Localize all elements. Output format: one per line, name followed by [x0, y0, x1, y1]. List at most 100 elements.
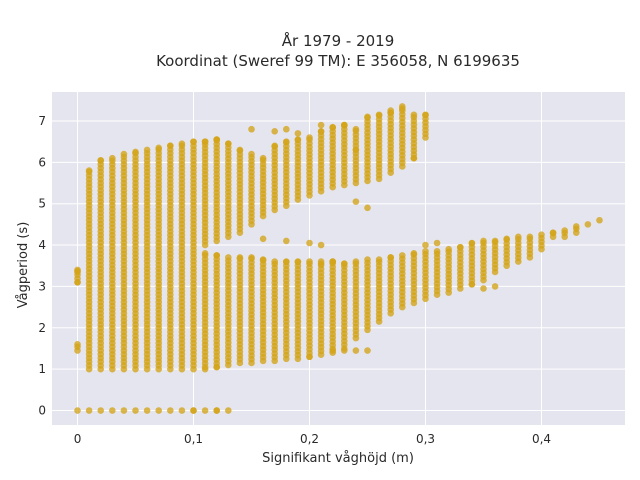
x-tick-label: 0,3 [416, 432, 435, 446]
data-point [283, 258, 290, 265]
data-point [526, 233, 534, 241]
data-point [352, 146, 360, 154]
y-tick-label: 1 [38, 362, 46, 376]
data-point [364, 256, 371, 263]
data-point [167, 142, 174, 150]
data-point [294, 258, 302, 265]
data-point [549, 229, 557, 236]
data-point [375, 256, 383, 263]
data-point [399, 103, 406, 110]
data-point [456, 243, 464, 251]
data-point [155, 407, 163, 414]
data-point [538, 231, 545, 239]
data-points [74, 103, 603, 414]
x-tick-label: 0 [74, 432, 82, 446]
data-point [433, 239, 441, 247]
data-point [259, 256, 267, 263]
data-point [74, 341, 81, 348]
data-point [306, 134, 313, 141]
data-point [178, 140, 186, 148]
data-point [248, 254, 255, 261]
data-point [236, 146, 244, 154]
data-point [225, 140, 232, 148]
data-point [341, 121, 348, 129]
data-point [248, 150, 255, 158]
data-point [399, 252, 406, 259]
data-point [143, 407, 151, 414]
x-tick-label: 0,4 [532, 432, 551, 446]
tick-labels: 0 0,1 0,2 0,3 0,4 0 1 2 3 4 5 6 7 [38, 114, 551, 446]
data-point [213, 363, 221, 371]
data-point [201, 365, 209, 373]
data-point [74, 268, 81, 276]
data-point [201, 407, 209, 414]
data-point [201, 250, 209, 257]
data-point [190, 138, 197, 145]
data-point [468, 281, 476, 288]
data-point [85, 167, 93, 174]
data-point [480, 237, 487, 245]
data-point [97, 407, 105, 414]
data-point [364, 204, 371, 212]
data-point [120, 407, 128, 414]
y-tick-label: 0 [38, 404, 46, 418]
data-point [259, 235, 267, 243]
y-tick-label: 4 [38, 238, 46, 252]
data-point [283, 125, 290, 133]
data-point [491, 283, 499, 290]
data-point [120, 150, 128, 158]
data-point [259, 154, 267, 162]
data-point [352, 347, 360, 354]
data-point [422, 247, 429, 255]
y-tick-label: 3 [38, 279, 46, 293]
data-point [283, 138, 290, 145]
data-point [225, 407, 232, 414]
y-tick-label: 2 [38, 321, 46, 335]
data-point [132, 148, 139, 156]
data-point [155, 144, 163, 152]
data-point [584, 221, 592, 228]
data-point [317, 128, 325, 135]
data-point [306, 239, 313, 247]
data-point [132, 407, 139, 414]
data-point [352, 198, 360, 205]
data-point [352, 125, 360, 133]
data-point [317, 241, 325, 249]
data-point [317, 258, 325, 265]
x-tick-label: 0,2 [300, 432, 319, 446]
data-point [248, 125, 255, 133]
data-point [329, 258, 337, 265]
data-point [213, 407, 221, 414]
data-point [283, 237, 290, 245]
data-point [572, 223, 580, 230]
y-axis-label: Vågperiod (s) [16, 222, 31, 309]
data-point [317, 121, 325, 129]
y-tick-label: 7 [38, 114, 46, 128]
data-point [213, 252, 221, 259]
data-point [143, 146, 151, 154]
data-point [375, 111, 383, 119]
data-point [213, 136, 221, 143]
data-point [190, 407, 197, 414]
data-point [422, 111, 429, 119]
data-point [410, 250, 418, 257]
data-point [74, 278, 81, 286]
data-point [387, 254, 395, 261]
x-axis-label: Signifikant våghöjd (m) [262, 451, 414, 466]
data-point [271, 258, 279, 265]
data-point [271, 142, 279, 150]
data-point [468, 239, 476, 247]
data-point [329, 123, 337, 131]
data-point [85, 407, 93, 414]
data-point [503, 235, 510, 243]
data-point [491, 237, 499, 245]
chart-title-line-2: Koordinat (Sweref 99 TM): E 356058, N 61… [156, 52, 520, 70]
data-point [445, 245, 452, 253]
y-tick-label: 5 [38, 197, 46, 211]
data-point [109, 407, 116, 414]
data-point [514, 233, 522, 241]
x-tick-label: 0,1 [184, 432, 203, 446]
data-point [387, 107, 395, 114]
